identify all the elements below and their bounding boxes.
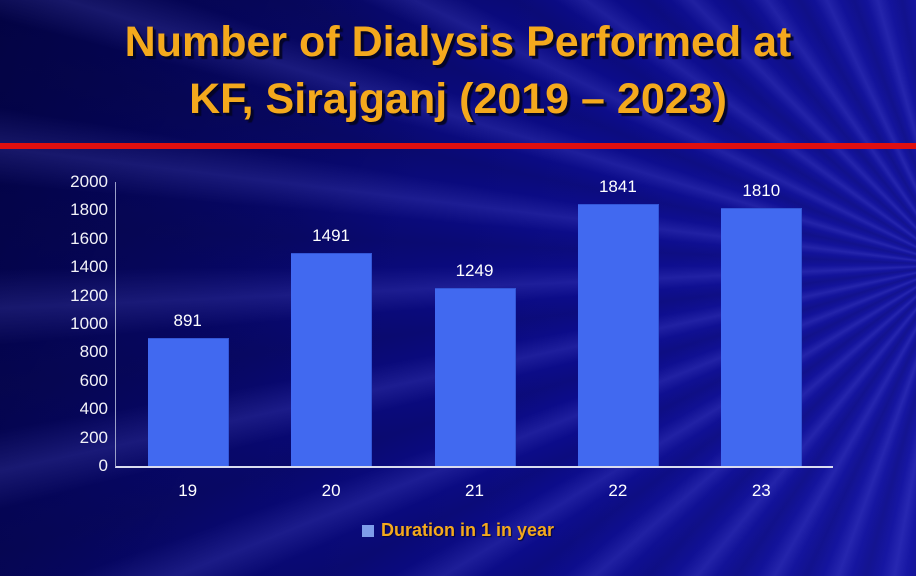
divider-line (0, 143, 916, 149)
title-line-1: Number of Dialysis Performed at (124, 18, 792, 66)
x-axis-label: 22 (608, 481, 628, 500)
bar (434, 288, 516, 466)
bar-value-label: 1491 (312, 226, 350, 245)
bar (291, 253, 373, 466)
legend-label: Duration in 1 in year (380, 520, 555, 540)
bar-value-label: 1841 (598, 177, 637, 196)
x-axis-label: 21 (465, 481, 484, 500)
x-axis-label: 23 (751, 481, 771, 500)
y-axis-tick-label: 1800 (70, 200, 108, 220)
y-axis-tick-label: 1000 (70, 314, 108, 333)
y-axis-tick-label: 1600 (70, 228, 108, 248)
bar (147, 338, 229, 466)
y-axis-tick-label: 800 (79, 342, 108, 362)
y-axis-tick-label: 600 (79, 370, 108, 390)
x-axis-label: 19 (178, 481, 198, 500)
y-axis-tick-label: 200 (79, 427, 108, 447)
legend: Duration in 1 in year (0, 520, 916, 541)
y-axis-tick-label: 400 (79, 399, 108, 419)
legend-marker-icon (361, 524, 374, 537)
bar-value-label: 891 (173, 311, 202, 330)
bar-value-label: 1810 (742, 181, 781, 200)
bar (721, 208, 803, 466)
y-axis: 2000 1800 1600 1400 1200 1000 800 600 400 200 0 (38, 173, 108, 475)
plot-area: 891 19 1491 20 1249 21 1841 22 1810 23 (115, 178, 833, 500)
y-axis-tick-label: 2000 (70, 172, 108, 191)
bar-value-label: 1249 (455, 261, 494, 280)
y-axis-tick-label: 1400 (70, 257, 108, 277)
bar (577, 204, 659, 466)
slide-title: Number of Dialysis Performed at KF, Sira… (0, 14, 916, 128)
x-axis-label: 20 (321, 481, 341, 500)
y-axis-tick-label: 0 (98, 456, 108, 475)
title-line-2: KF, Sirajganj (2019 – 2023) (189, 75, 727, 123)
y-axis-tick-label: 1200 (70, 285, 108, 305)
